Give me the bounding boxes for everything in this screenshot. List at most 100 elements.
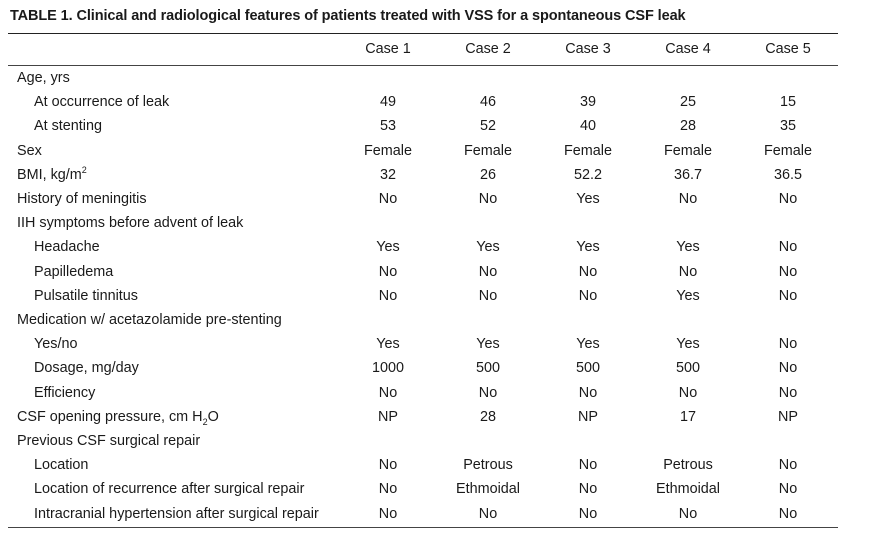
table-row: Pulsatile tinnitus No No No Yes No <box>8 284 838 308</box>
cell-case-1: 53 <box>379 118 396 135</box>
row-label-text: Sex <box>17 142 42 159</box>
cell-case-1 <box>338 308 438 332</box>
table-top-rule <box>8 33 838 34</box>
table-row: Efficiency No No No No No <box>8 381 838 405</box>
row-label: History of meningitis <box>8 187 338 211</box>
table-row: BMI, kg/m2 32 26 52.2 36.7 36.5 <box>8 163 838 187</box>
table-row: Yes/no Yes Yes Yes Yes No <box>8 332 838 356</box>
cell-case-5: No <box>778 481 798 498</box>
cell-case-2: 52 <box>479 118 496 135</box>
cell-case-2: Ethmoidal <box>456 481 520 498</box>
table-header-rule <box>8 65 838 66</box>
cell-case-2 <box>438 308 538 332</box>
row-label: Yes/no <box>8 332 338 356</box>
cell-case-4 <box>638 429 738 453</box>
cell-case-3: 40 <box>579 118 596 135</box>
cell-case-2: Petrous <box>463 457 513 474</box>
cell-case-4: Yes <box>676 239 700 256</box>
cell-case-5: No <box>778 239 798 256</box>
header-case-5: Case 5 <box>765 41 811 57</box>
row-label-text: CSF opening pressure, cm H <box>17 408 203 425</box>
row-label: Age, yrs <box>8 66 338 90</box>
row-label-text: Location <box>34 457 89 474</box>
cell-case-5 <box>738 308 838 332</box>
table-row: Headache Yes Yes Yes Yes No <box>8 235 838 259</box>
cell-case-4: No <box>678 191 698 208</box>
cell-case-5 <box>738 66 838 90</box>
cell-case-4: 36.7 <box>673 166 702 183</box>
row-label-text: Medication w/ acetazolamide pre-stenting <box>17 312 282 329</box>
cell-case-1: 1000 <box>371 360 404 377</box>
cell-case-2: 500 <box>475 360 500 377</box>
cell-case-2: 46 <box>479 94 496 111</box>
cell-case-1: 32 <box>379 166 396 183</box>
row-label-text: BMI, kg/m <box>17 166 82 183</box>
row-label-text: Efficiency <box>34 384 96 401</box>
cell-case-2: No <box>478 287 498 304</box>
cell-case-3: Female <box>564 142 612 159</box>
cell-case-5: No <box>778 287 798 304</box>
table-row: Previous CSF surgical repair <box>8 429 838 453</box>
cell-case-5: NP <box>778 408 798 425</box>
cell-case-5: 35 <box>779 118 796 135</box>
cell-case-2 <box>438 211 538 235</box>
cell-case-4 <box>638 211 738 235</box>
cell-case-4: Yes <box>676 287 700 304</box>
row-label-suffix: O <box>207 408 219 425</box>
cell-case-2: 26 <box>479 166 496 183</box>
cell-case-5: 15 <box>779 94 796 111</box>
cell-case-4 <box>638 308 738 332</box>
row-label: BMI, kg/m2 <box>8 163 338 187</box>
cell-case-2 <box>438 66 538 90</box>
cell-case-1: No <box>378 481 398 498</box>
cell-case-1: No <box>378 191 398 208</box>
header-case-3: Case 3 <box>565 41 611 57</box>
cell-case-2: No <box>478 263 498 280</box>
row-label: CSF opening pressure, cm H2O <box>8 405 338 429</box>
row-label: IIH symptoms before advent of leak <box>8 211 338 235</box>
cell-case-5: Female <box>764 142 812 159</box>
cell-case-1: No <box>378 287 398 304</box>
cell-case-1: Female <box>364 142 412 159</box>
table-row: Papilledema No No No No No <box>8 260 838 284</box>
cell-case-4 <box>638 66 738 90</box>
cell-case-1 <box>338 429 438 453</box>
cell-case-1: No <box>378 384 398 401</box>
cell-case-4: No <box>678 384 698 401</box>
cell-case-5: No <box>778 384 798 401</box>
table-row: Dosage, mg/day 1000 500 500 500 No <box>8 356 838 380</box>
row-label-subscript: 2 <box>202 416 208 427</box>
cell-case-5: No <box>778 263 798 280</box>
table-row: Medication w/ acetazolamide pre-stenting <box>8 308 838 332</box>
clinical-features-table: Case 1 Case 2 Case 3 Case 4 Case 5 Age, … <box>8 36 838 526</box>
row-label-text: Dosage, mg/day <box>34 360 139 377</box>
cell-case-3: Yes <box>576 191 600 208</box>
cell-case-5: No <box>778 336 798 353</box>
header-label-cell <box>8 36 338 62</box>
row-label: Sex <box>8 139 338 163</box>
row-label-text: Papilledema <box>34 263 114 280</box>
cell-case-1: NP <box>378 408 398 425</box>
cell-case-3: No <box>578 505 598 522</box>
table-row: IIH symptoms before advent of leak <box>8 211 838 235</box>
row-label: Location <box>8 453 338 477</box>
cell-case-4: Ethmoidal <box>656 481 720 498</box>
table-row: Location of recurrence after surgical re… <box>8 477 838 501</box>
cell-case-4: 28 <box>679 118 696 135</box>
table-caption: TABLE 1. Clinical and radiological featu… <box>10 8 686 24</box>
cell-case-3: No <box>578 481 598 498</box>
row-label: Efficiency <box>8 381 338 405</box>
cell-case-4: Petrous <box>663 457 713 474</box>
cell-case-3: No <box>578 384 598 401</box>
cell-case-3: 52.2 <box>573 166 602 183</box>
cell-case-1: No <box>378 457 398 474</box>
header-case-2: Case 2 <box>465 41 511 57</box>
cell-case-2: Yes <box>476 336 500 353</box>
row-label: Medication w/ acetazolamide pre-stenting <box>8 308 338 332</box>
row-label: At stenting <box>8 114 338 138</box>
cell-case-3: No <box>578 287 598 304</box>
cell-case-3 <box>538 211 638 235</box>
cell-case-4: 500 <box>675 360 700 377</box>
cell-case-1: 49 <box>379 94 396 111</box>
cell-case-1: No <box>378 505 398 522</box>
